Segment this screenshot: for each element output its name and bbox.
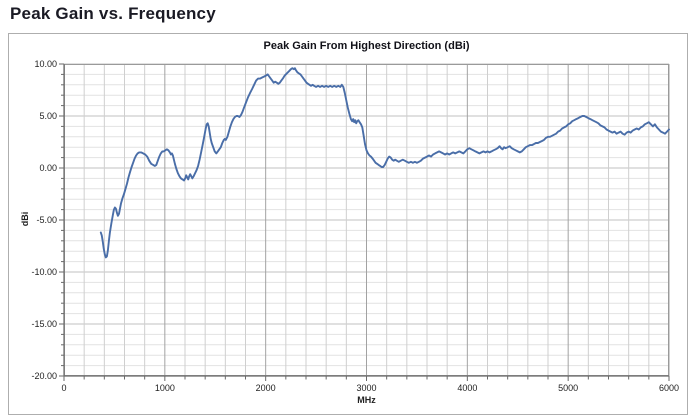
y-tick-label: -20.00 [31, 371, 57, 381]
chart-box: Peak Gain From Highest Direction (dBi) 1… [8, 33, 688, 415]
y-tick-label: 5.00 [39, 111, 57, 121]
y-tick-label: -10.00 [31, 267, 57, 277]
peak-gain-curve [99, 67, 670, 259]
y-tick-label: -5.00 [36, 215, 57, 225]
x-axis-title: MHz [357, 395, 376, 405]
x-tick-label: 3000 [356, 383, 377, 393]
x-tick-label: 1000 [154, 383, 175, 393]
y-axis-title: dBi [20, 211, 30, 227]
gain-line-chart [59, 63, 670, 381]
page-title: Peak Gain vs. Frequency [10, 4, 216, 23]
y-tick-label: 10.00 [34, 59, 57, 69]
x-tick-label: 6000 [658, 383, 680, 393]
chart-title: Peak Gain From Highest Direction (dBi) [263, 40, 470, 52]
x-tick-label: 4000 [457, 383, 478, 393]
y-tick-label: -15.00 [31, 319, 57, 329]
x-tick-label: 2000 [255, 383, 276, 393]
y-tick-label: 0.00 [39, 163, 57, 173]
x-tick-label: 5000 [558, 383, 579, 393]
x-tick-label: 0 [61, 383, 67, 393]
